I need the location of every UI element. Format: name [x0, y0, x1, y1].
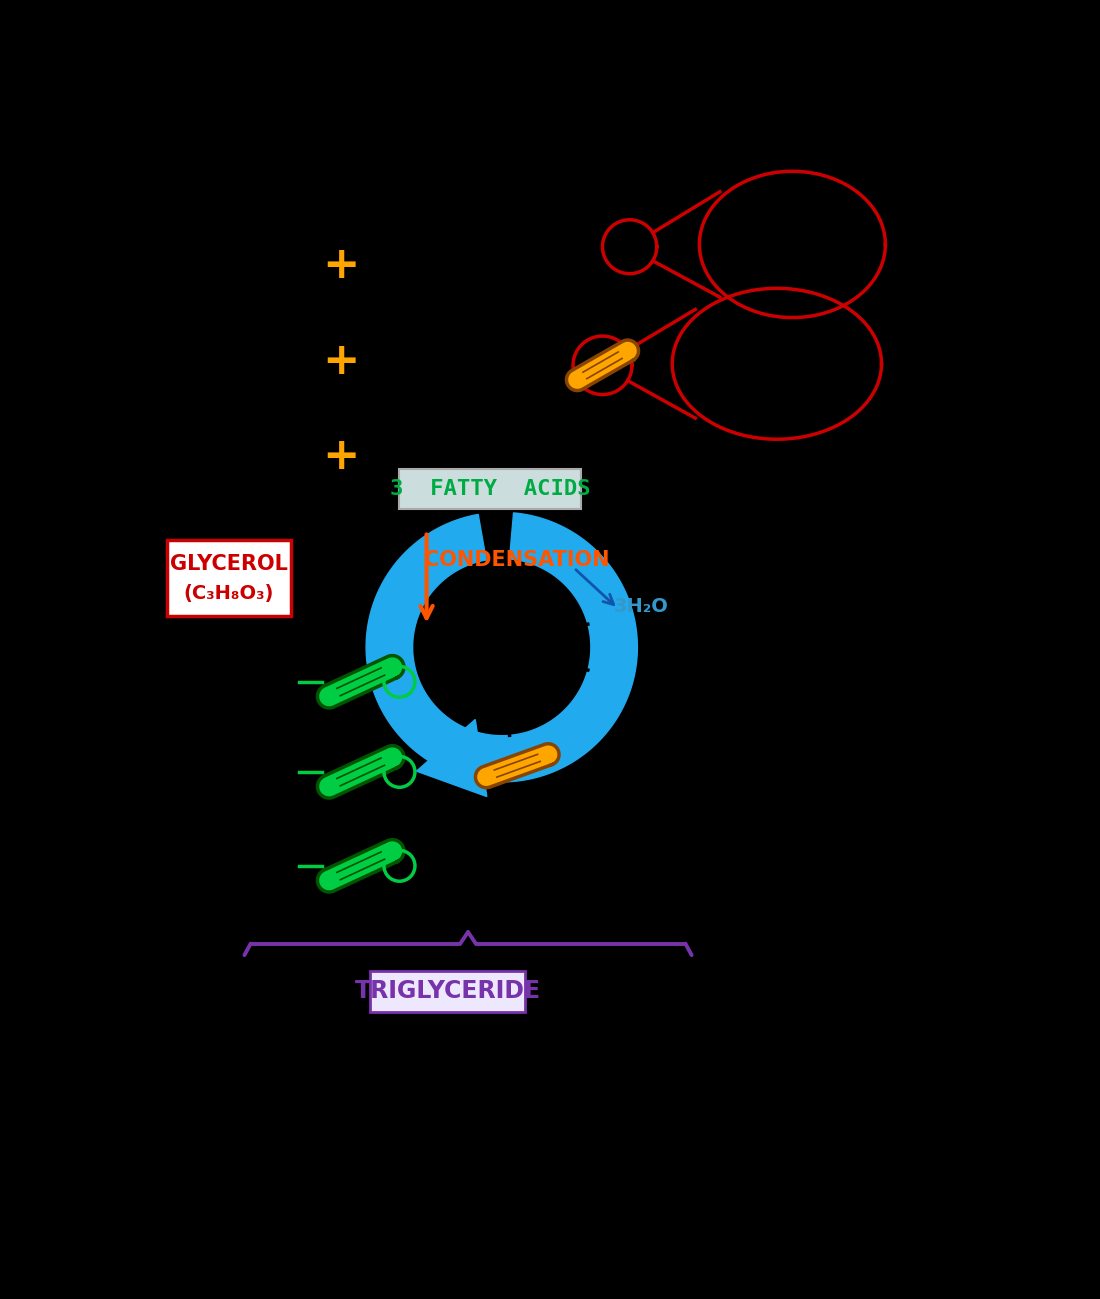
Polygon shape: [318, 839, 404, 892]
FancyBboxPatch shape: [399, 469, 581, 509]
Polygon shape: [366, 513, 637, 782]
Text: 3H₂O: 3H₂O: [614, 596, 669, 616]
FancyBboxPatch shape: [371, 970, 525, 1012]
Text: +: +: [322, 340, 360, 383]
Text: TRIGLYCERIDE: TRIGLYCERIDE: [354, 979, 540, 1003]
Polygon shape: [475, 744, 559, 787]
Polygon shape: [318, 656, 404, 708]
Polygon shape: [318, 746, 404, 798]
Text: CONDENSATION: CONDENSATION: [425, 551, 609, 570]
Text: +: +: [322, 435, 360, 478]
Text: (C₃H₈O₃): (C₃H₈O₃): [184, 583, 274, 603]
Text: +: +: [322, 244, 360, 287]
Polygon shape: [566, 340, 638, 391]
Polygon shape: [417, 720, 487, 796]
Text: 3  FATTY  ACIDS: 3 FATTY ACIDS: [389, 479, 591, 499]
FancyBboxPatch shape: [167, 539, 290, 616]
Text: GLYCEROL: GLYCEROL: [170, 553, 288, 574]
